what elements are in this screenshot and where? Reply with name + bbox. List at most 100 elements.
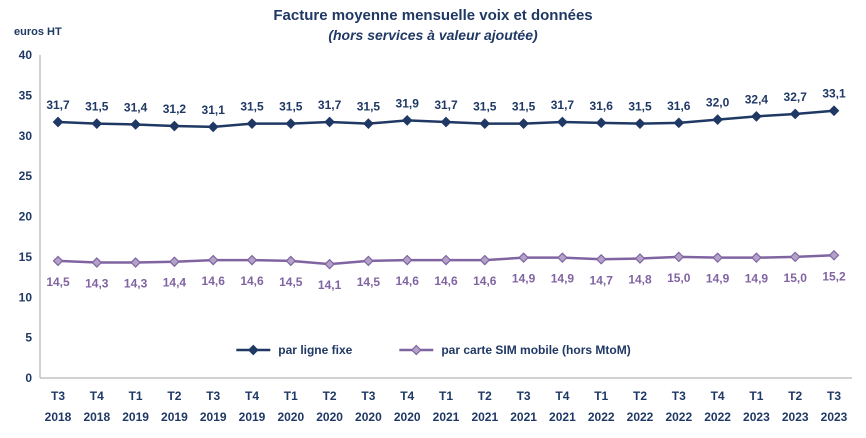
- data-label: 31,7: [318, 98, 342, 112]
- x-tick-label-quarter: T2: [788, 389, 802, 403]
- data-label: 14,6: [240, 274, 264, 288]
- x-tick-label-year: 2020: [277, 410, 304, 424]
- data-point-marker: [169, 256, 180, 268]
- x-tick-label-year: 2023: [821, 410, 848, 424]
- x-tick-label-quarter: T4: [90, 389, 104, 403]
- legend: par ligne fixe par carte SIM mobile (hor…: [235, 343, 631, 357]
- data-label: 14,8: [628, 272, 652, 286]
- x-tick-label-year: 2019: [200, 410, 227, 424]
- x-tick-label-year: 2022: [704, 410, 731, 424]
- x-tick-label-year: 2021: [510, 410, 537, 424]
- data-point-marker: [246, 254, 258, 266]
- data-point-marker: [130, 119, 141, 130]
- data-point-marker: [479, 254, 491, 266]
- data-label: 14,5: [279, 275, 303, 289]
- x-tick-label-year: 2023: [743, 410, 770, 424]
- x-tick-label-quarter: T3: [206, 389, 220, 403]
- data-point-marker: [324, 116, 335, 128]
- data-label: 15,2: [822, 269, 846, 283]
- data-label: 14,6: [434, 274, 458, 288]
- data-label: 31,7: [551, 98, 575, 112]
- data-label: 14,4: [163, 276, 187, 290]
- x-tick-label-quarter: T2: [167, 389, 181, 403]
- data-label: 31,5: [279, 100, 303, 114]
- x-tick-label-quarter: T1: [749, 389, 763, 403]
- data-label: 14,9: [512, 272, 536, 286]
- y-tick-label: 20: [19, 210, 33, 224]
- data-label: 31,7: [434, 98, 458, 112]
- x-tick-label-quarter: T1: [129, 389, 143, 403]
- x-tick-label-quarter: T3: [51, 389, 65, 403]
- y-tick-label: 30: [19, 129, 33, 143]
- data-point-marker: [789, 251, 801, 263]
- data-point-marker: [169, 120, 180, 132]
- data-point-marker: [557, 116, 568, 128]
- x-tick-label-quarter: T4: [400, 389, 414, 403]
- data-label: 14,3: [85, 277, 109, 291]
- x-tick-label-quarter: T1: [594, 389, 608, 403]
- x-tick-label-quarter: T2: [633, 389, 647, 403]
- data-label: 14,6: [396, 274, 420, 288]
- x-tick-label-quarter: T1: [439, 389, 453, 403]
- data-point-marker: [712, 252, 723, 264]
- data-point-marker: [634, 118, 646, 129]
- x-tick-label-year: 2018: [83, 410, 110, 424]
- data-label: 15,0: [784, 271, 808, 285]
- y-tick-label: 0: [25, 371, 32, 385]
- y-tick-label: 15: [19, 250, 33, 264]
- x-tick-label-year: 2021: [433, 410, 460, 424]
- legend-diamond-icon: [247, 344, 259, 356]
- x-tick-label-year: 2019: [239, 410, 266, 424]
- y-tick-label: 5: [25, 331, 32, 345]
- data-point-marker: [673, 251, 685, 263]
- data-point-marker: [401, 254, 413, 266]
- x-tick-label-year: 2022: [627, 410, 654, 424]
- data-point-marker: [440, 116, 452, 128]
- x-tick-label-year: 2020: [394, 410, 421, 424]
- data-point-marker: [440, 254, 452, 266]
- data-label: 31,9: [396, 96, 420, 110]
- data-label: 14,1: [318, 278, 342, 292]
- y-tick-label: 10: [19, 290, 33, 304]
- data-label: 31,5: [85, 100, 109, 114]
- data-label: 31,5: [357, 100, 381, 114]
- data-point-marker: [246, 118, 258, 129]
- data-point-marker: [518, 252, 529, 264]
- data-label: 31,6: [590, 99, 614, 113]
- data-point-marker: [828, 249, 840, 261]
- legend-label-ligne-fixe: par ligne fixe: [278, 343, 353, 357]
- x-tick-label-quarter: T3: [672, 389, 686, 403]
- data-label: 15,0: [667, 271, 691, 285]
- data-point-marker: [634, 253, 646, 264]
- data-point-marker: [789, 108, 801, 120]
- data-point-marker: [595, 253, 607, 265]
- x-tick-label-year: 2018: [45, 410, 72, 424]
- chart-title: Facture moyenne mensuelle voix et donnée…: [273, 7, 593, 24]
- data-label: 31,5: [628, 100, 652, 114]
- x-tick-label-year: 2019: [161, 410, 188, 424]
- x-tick-label-quarter: T3: [361, 389, 375, 403]
- data-point-marker: [712, 114, 723, 125]
- data-point-marker: [285, 255, 297, 267]
- x-tick-label-quarter: T3: [827, 389, 841, 403]
- data-point-marker: [91, 118, 103, 129]
- data-label: 32,7: [784, 90, 808, 104]
- data-label: 31,1: [202, 103, 226, 117]
- x-tick-label-year: 2019: [122, 410, 149, 424]
- line-diamond-marker-icon: [236, 344, 271, 356]
- data-label: 33,1: [822, 87, 846, 101]
- data-point-marker: [518, 118, 529, 129]
- data-label: 32,4: [745, 92, 769, 106]
- data-label: 14,6: [202, 274, 226, 288]
- x-tick-label-quarter: T4: [555, 389, 569, 403]
- data-label: 14,9: [551, 272, 575, 286]
- x-tick-label-year: 2020: [316, 410, 343, 424]
- data-point-marker: [52, 116, 64, 128]
- data-point-marker: [828, 105, 840, 117]
- data-point-marker: [91, 257, 103, 268]
- data-label: 31,5: [512, 100, 536, 114]
- data-point-marker: [363, 255, 374, 267]
- data-point-marker: [130, 257, 141, 268]
